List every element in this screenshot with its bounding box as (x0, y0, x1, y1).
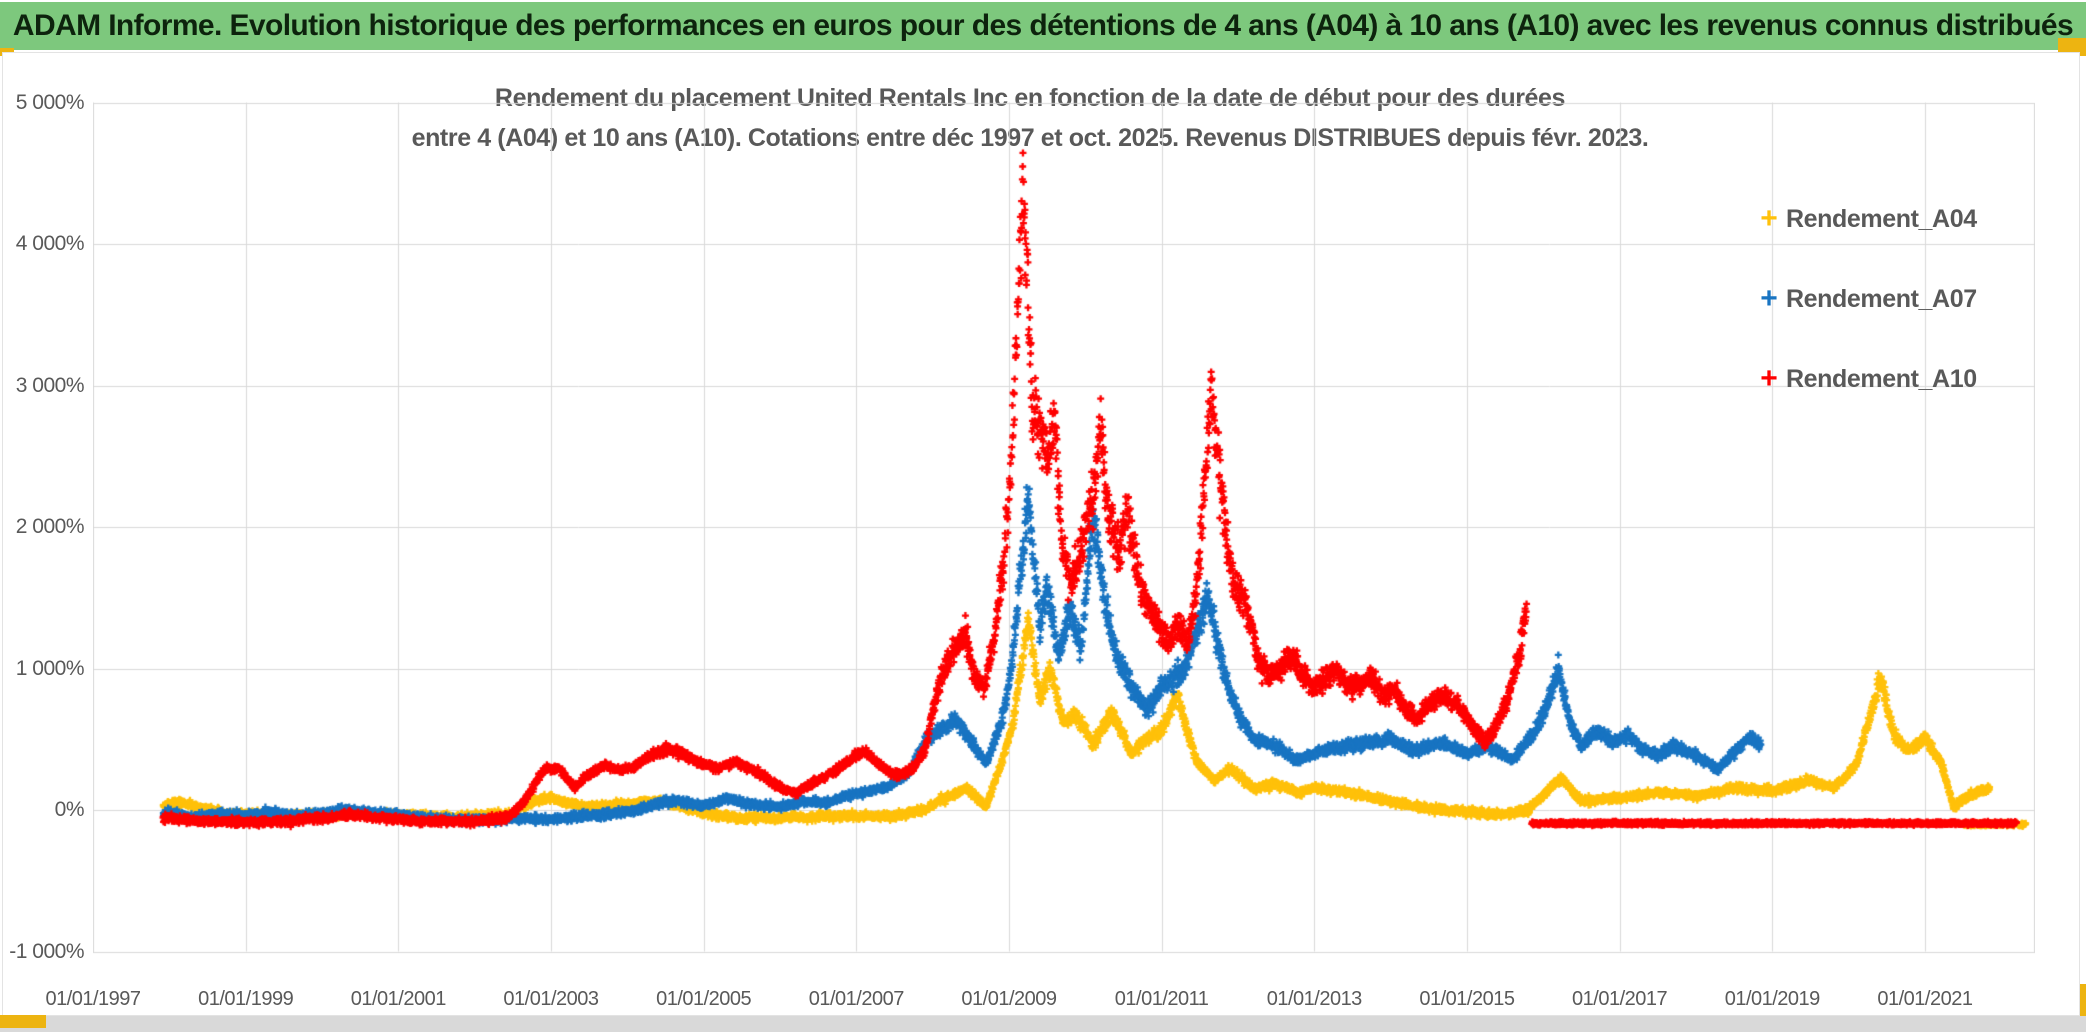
legend-label: Rendement_A07 (1786, 284, 1977, 313)
x-axis-tick-label: 01/01/2015 (1419, 988, 1515, 1010)
legend-item: + Rendement_A10 (1752, 356, 2052, 402)
y-axis-tick-label: 4 000% (15, 232, 85, 255)
legend-label: Rendement_A04 (1786, 204, 1977, 233)
x-axis-tick-label: 01/01/2009 (961, 988, 1057, 1010)
y-axis-tick-label: 2 000% (15, 515, 85, 538)
legend-label: Rendement_A10 (1786, 364, 1977, 393)
bottom-strip (0, 1016, 2086, 1032)
y-axis-tick-label: 5 000% (15, 90, 85, 114)
x-axis-tick-label: 01/01/1999 (198, 988, 294, 1010)
y-axis-tick-label: 3 000% (15, 373, 85, 397)
x-axis-tick-label: 01/01/2019 (1724, 988, 1821, 1010)
x-axis-tick-label: 01/01/2001 (350, 988, 447, 1010)
x-axis-tick-label: 01/01/2005 (656, 988, 752, 1010)
plot-canvas (93, 96, 2035, 958)
plus-marker-icon: + (1760, 362, 1778, 395)
accent-bottom-left (0, 1015, 46, 1028)
x-axis-tick-label: 01/01/1997 (45, 988, 141, 1010)
plot-area (93, 96, 2035, 963)
x-axis-tick-label: 01/01/2007 (808, 988, 905, 1010)
y-axis-tick-label: -1 000% (9, 939, 84, 963)
x-axis-tick-label: 01/01/2003 (503, 988, 599, 1010)
y-axis-tick-label: 1 000% (15, 656, 85, 680)
legend-item: + Rendement_A07 (1752, 276, 2052, 322)
x-axis-tick-label: 01/01/2013 (1266, 988, 1363, 1010)
x-axis-tick-label: 01/01/2021 (1877, 988, 1973, 1010)
x-axis-tick-label: 01/01/2011 (1114, 988, 1209, 1010)
header-bar: ADAM Informe. Evolution historique des p… (0, 2, 2086, 50)
y-axis-tick-label: 0% (54, 798, 85, 821)
legend: + Rendement_A04 + Rendement_A07 + Rendement_A… (1752, 196, 2052, 436)
accent-top-right (2058, 38, 2086, 56)
plus-marker-icon: + (1760, 282, 1778, 315)
x-axis-tick-label: 01/01/2017 (1572, 988, 1668, 1010)
page-title: ADAM Informe. Evolution historique des p… (12, 9, 2074, 42)
legend-item: + Rendement_A04 (1752, 196, 2052, 242)
plus-marker-icon: + (1760, 202, 1778, 235)
